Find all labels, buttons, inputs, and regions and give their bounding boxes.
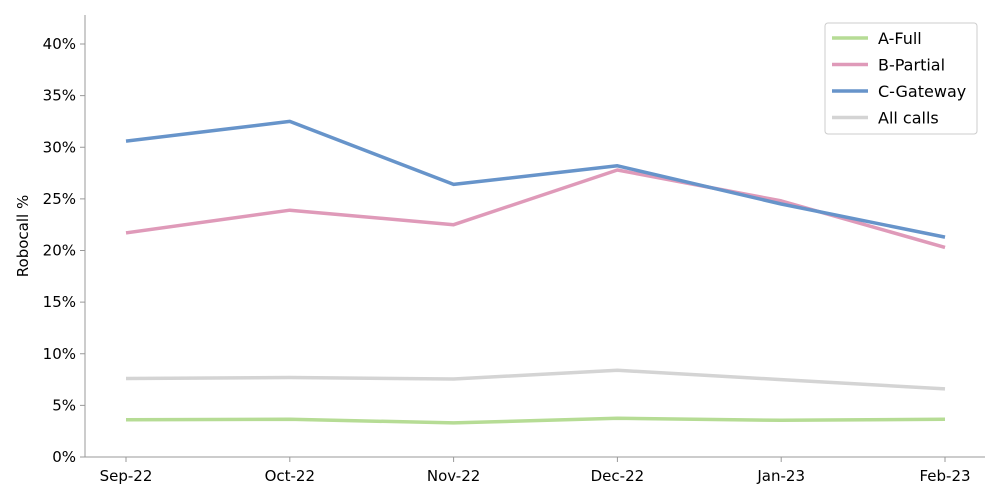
x-tick-label: Oct-22 <box>265 467 315 485</box>
x-tick-label: Feb-23 <box>919 467 970 485</box>
y-tick-label: 0% <box>52 448 76 466</box>
series-line-a-full <box>125 416 946 425</box>
legend-label: A-Full <box>878 29 922 48</box>
legend-label: All calls <box>878 109 939 128</box>
series-line-b-partial <box>125 168 946 250</box>
series-line-all-calls <box>125 368 946 391</box>
y-tick-label: 30% <box>43 138 76 156</box>
x-tick-label: Dec-22 <box>591 467 645 485</box>
y-tick-label: 25% <box>43 190 76 208</box>
legend-label: C-Gateway <box>878 82 966 101</box>
x-tick-label: Nov-22 <box>427 467 480 485</box>
series-line-c-gateway <box>125 119 946 239</box>
legend-box <box>824 22 978 135</box>
x-tick-label: Sep-22 <box>100 467 153 485</box>
y-tick-label: 15% <box>43 293 76 311</box>
x-tick-label: Jan-23 <box>756 467 805 485</box>
y-tick-label: 10% <box>43 345 76 363</box>
legend: A-Full B-Partial C-Gateway All calls <box>824 22 978 135</box>
y-axis-title: Robocall % <box>14 195 32 277</box>
y-tick-label: 40% <box>43 35 76 53</box>
y-tick-label: 20% <box>43 242 76 260</box>
legend-label: B-Partial <box>878 56 945 75</box>
y-tick-label: 5% <box>52 396 76 414</box>
y-tick-label: 35% <box>43 87 76 105</box>
